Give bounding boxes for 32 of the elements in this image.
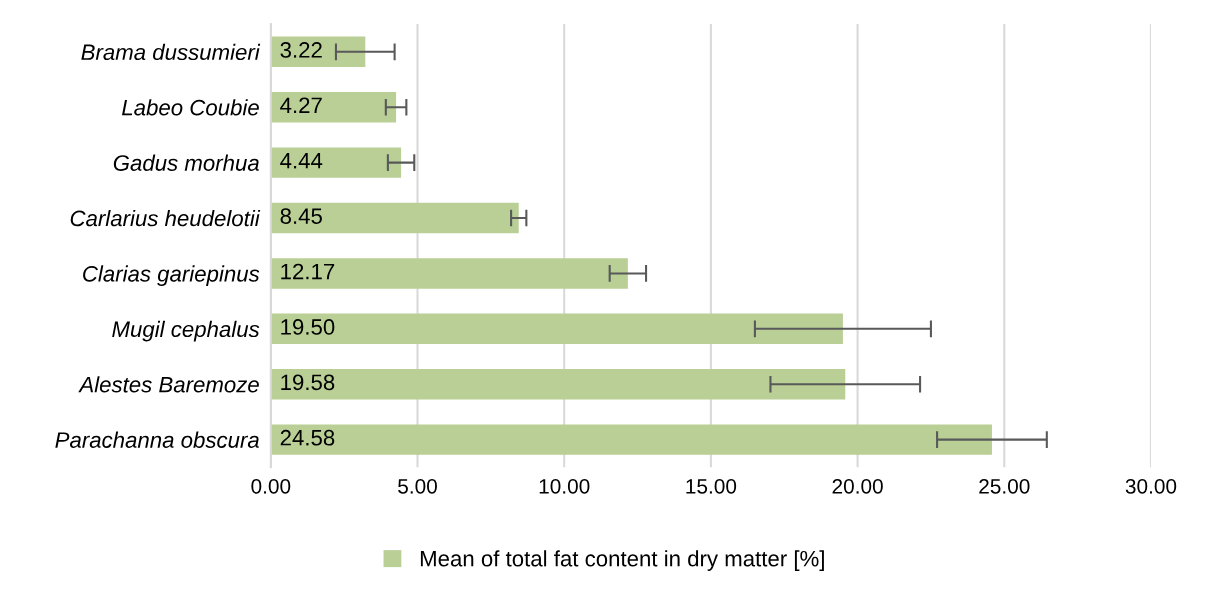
y-tick-label: Alestes Baremoze xyxy=(78,376,259,393)
bar xyxy=(270,258,628,289)
bar xyxy=(270,147,402,178)
y-tick-label: Mugil cephalus xyxy=(112,320,260,342)
x-tick-label: 25.00 xyxy=(979,478,1030,494)
bar xyxy=(270,368,846,400)
bar xyxy=(270,424,992,455)
y-tick-label: Labeo Coubie xyxy=(122,99,259,116)
data-label: 19.50 xyxy=(281,319,335,335)
y-tick-label: Parachanna obscura xyxy=(55,431,259,448)
x-tick-label: 15.00 xyxy=(686,478,737,494)
data-label: 4.44 xyxy=(280,153,323,169)
data-label: 19.58 xyxy=(281,374,335,391)
y-tick-label: Gadus morhua xyxy=(113,154,259,171)
data-label: 24.58 xyxy=(280,429,335,446)
bar xyxy=(270,36,366,68)
x-tick-label: 5.00 xyxy=(398,478,437,494)
y-tick-label: Brama dussumieri xyxy=(81,43,261,61)
x-tick-label: 30.00 xyxy=(1125,478,1177,494)
legend-label: Mean of total fat content in dry matter [%] xyxy=(420,550,824,571)
x-tick-label: 0.00 xyxy=(251,478,291,494)
data-label: 8.45 xyxy=(280,208,322,224)
data-label: 12.17 xyxy=(281,263,335,280)
data-label: 4.27 xyxy=(280,97,322,113)
data-label: 3.22 xyxy=(280,42,322,58)
bar xyxy=(270,202,519,234)
x-tick-label: 10.00 xyxy=(539,478,590,494)
x-tick-label: 20.00 xyxy=(832,478,883,494)
y-tick-label: Carlarius heudelotii xyxy=(70,209,261,227)
bar xyxy=(270,91,397,123)
bar xyxy=(270,313,843,345)
y-tick-label: Clarias gariepinus xyxy=(83,265,260,287)
